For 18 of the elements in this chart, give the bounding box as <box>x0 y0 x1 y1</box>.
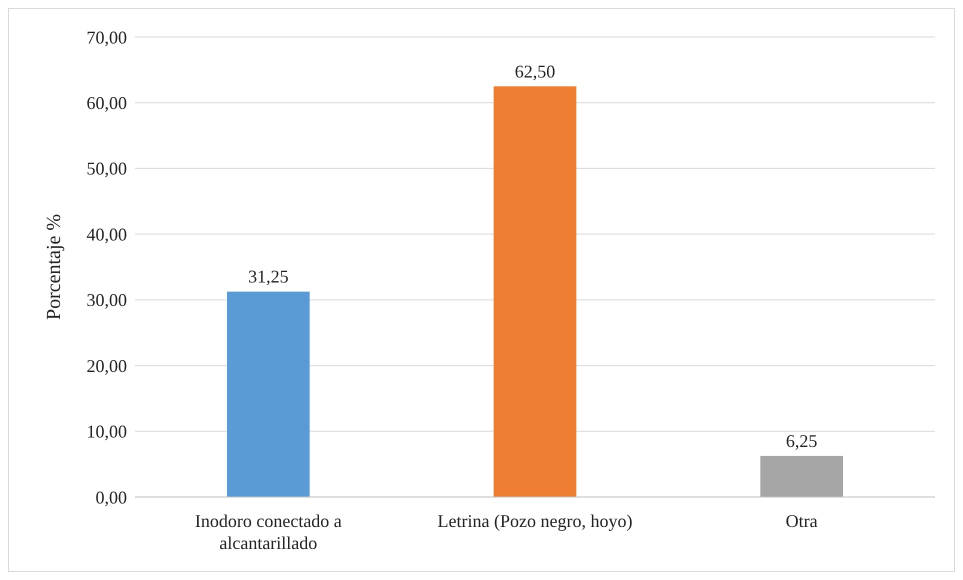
data-label: 31,25 <box>248 266 289 287</box>
y-axis-title: Porcentaje % <box>43 214 65 320</box>
y-tick-label: 70,00 <box>86 27 127 48</box>
data-label: 6,25 <box>786 430 818 451</box>
x-tick-label: Otra <box>786 511 818 531</box>
y-tick-label: 50,00 <box>86 158 127 179</box>
data-label: 62,50 <box>514 61 556 82</box>
y-tick-label: 60,00 <box>86 93 127 114</box>
y-tick-label: 20,00 <box>86 356 127 376</box>
x-tick-label: Letrina (Pozo negro, hoyo) <box>438 511 632 531</box>
y-tick-label: 30,00 <box>86 290 127 310</box>
y-tick-label: 10,00 <box>86 422 127 442</box>
x-tick-label: Inodoro conectado a alcantarillado <box>194 511 342 553</box>
y-tick-label: 40,00 <box>86 224 127 244</box>
y-tick-label: 0,00 <box>96 487 127 508</box>
bar <box>227 292 310 497</box>
bar <box>494 86 576 497</box>
bar <box>760 456 843 497</box>
